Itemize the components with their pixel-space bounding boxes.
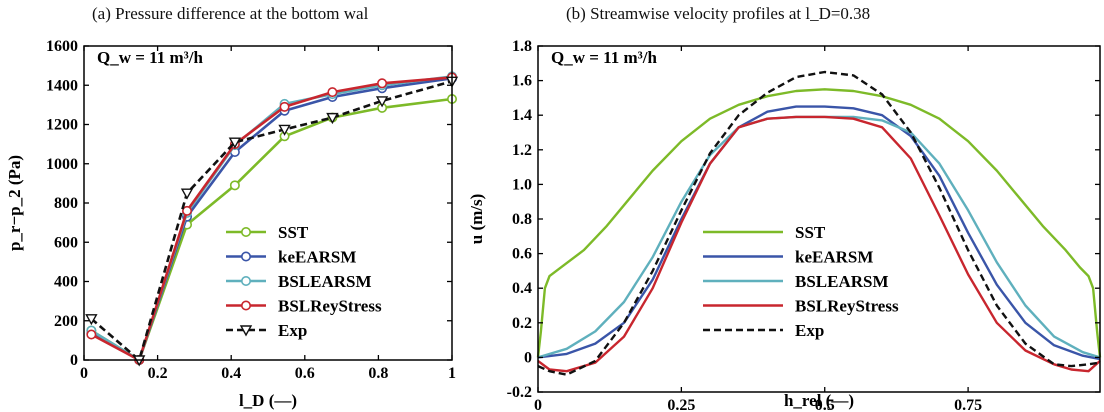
chart-b-ytick-label: 0 xyxy=(524,349,532,366)
chart-a-xlabel: l_D (—) xyxy=(239,391,297,410)
chart-b-ytick-label: 1.2 xyxy=(512,142,532,159)
chart-a-series-line-exp xyxy=(90,80,453,362)
chart-a-ytick-label: 1600 xyxy=(46,38,78,55)
chart-a-ytick-label: 600 xyxy=(54,234,78,251)
chart-a-ylabel: p_r−p_2 (Pa) xyxy=(5,155,24,251)
chart-a-legend-marker-bslreystress xyxy=(241,300,252,311)
chart-a-ytick-label: 0 xyxy=(70,352,78,369)
chart-a-point-exp xyxy=(375,96,389,108)
chart-a-point-bslreystress xyxy=(377,78,388,89)
chart-a-plot xyxy=(85,71,459,367)
chart-b-title: (b) Streamwise velocity profiles at l_D=… xyxy=(566,4,871,23)
chart-b-ytick-label: 1.0 xyxy=(512,176,532,193)
chart-a-axes-frame xyxy=(83,45,453,361)
chart-b-series-line-bslreystress xyxy=(537,115,1101,373)
chart-a-xtick-label: 0.8 xyxy=(368,365,388,382)
chart-a-legend-marker-bslearsm xyxy=(241,275,252,286)
chart-a-legend-marker-keearsm xyxy=(241,251,252,262)
chart-a-legend-label-bslreystress: BSLReyStress xyxy=(278,297,382,316)
chart-b-ytick-label: 1.6 xyxy=(512,73,532,90)
chart-a-legend-marker-sst xyxy=(241,227,252,238)
chart-a-point-bslreystress xyxy=(182,205,193,216)
chart-a-ytick-label: 1200 xyxy=(46,117,78,134)
chart-a-series-line-bslreystress xyxy=(90,76,453,362)
chart-b-ytick-label: 0.2 xyxy=(512,315,532,332)
chart-a-point-exp xyxy=(85,314,98,326)
chart-a-series-line-sst xyxy=(90,97,453,362)
chart-b-ytick-label: 0.6 xyxy=(512,246,532,263)
chart-a-xtick-label: 0.4 xyxy=(221,365,241,382)
chart-a-ytick-label: 800 xyxy=(54,195,78,212)
chart-a-xtick-label: 0.6 xyxy=(295,365,315,382)
chart-a-xtick-label: 0 xyxy=(80,365,88,382)
chart-a-point-bslreystress xyxy=(279,101,290,112)
chart-a-xtick-label: 0.2 xyxy=(148,365,168,382)
chart-b-annotation: Q_w = 11 m³/h xyxy=(551,48,657,67)
chart-a-legend-label-sst: SST xyxy=(278,223,309,242)
chart-b-series-line-exp xyxy=(537,70,1101,376)
chart-a-title: (a) Pressure difference at the bottom wa… xyxy=(92,4,369,23)
chart-b-xtick-label: 0 xyxy=(534,397,542,412)
chart-b-legend-label-sst: SST xyxy=(795,223,826,242)
chart-b-xlabel: h_rel (—) xyxy=(784,391,854,410)
chart-a-point-exp xyxy=(278,124,291,136)
chart-a-annotation: Q_w = 11 m³/h xyxy=(97,48,203,67)
chart-a-xtick-label: 1 xyxy=(448,365,456,382)
chart-b-series-line-keearsm xyxy=(537,105,1101,361)
chart-a-ytick-label: 400 xyxy=(54,274,78,291)
chart-b-series-line-sst xyxy=(536,88,1102,358)
chart-a-ytick-label: 1400 xyxy=(46,77,78,94)
chart-b-ylabel: u (m/s) xyxy=(467,194,486,245)
chart-b-xtick-label: 0.25 xyxy=(667,397,695,412)
chart-b-legend-label-keearsm: keEARSM xyxy=(795,248,873,267)
chart-b-ytick-label: 1.4 xyxy=(512,107,532,124)
chart-a-point-exp xyxy=(180,188,194,200)
chart-b-ytick-label: 1.8 xyxy=(512,38,532,55)
chart-b-plot xyxy=(536,70,1102,376)
chart-a-point-exp xyxy=(326,112,339,125)
chart-a-point-sst xyxy=(229,180,240,191)
chart-a-series-line-bslearsm xyxy=(90,75,453,362)
chart-a-ytick-label: 1000 xyxy=(46,156,78,173)
chart-b-ytick-label: -0.2 xyxy=(507,384,532,401)
chart-b-legend-label-bslreystress: BSLReyStress xyxy=(795,297,899,316)
chart-b-xtick-label: 0.5 xyxy=(815,397,835,412)
chart-a-point-bslreystress xyxy=(327,87,338,98)
chart-a-ytick-label: 200 xyxy=(54,313,78,330)
chart-a-legend-label-keearsm: keEARSM xyxy=(278,248,356,267)
chart-b-ytick-label: 0.4 xyxy=(512,280,532,297)
chart-a-legend-marker-exp xyxy=(239,325,253,337)
chart-a-series-line-keearsm xyxy=(90,77,453,362)
chart-b-xtick-label: 0.75 xyxy=(954,397,982,412)
chart-b-legend-label-bslearsm: BSLEARSM xyxy=(795,272,889,291)
chart-a-legend-label-bslearsm: BSLEARSM xyxy=(278,272,372,291)
chart-a-point-exp xyxy=(228,137,242,149)
chart-b-legend-label-exp: Exp xyxy=(795,321,824,340)
chart-a-point-bslreystress xyxy=(86,329,97,340)
chart-b-ytick-label: 0.8 xyxy=(512,211,532,228)
chart-a-legend-label-exp: Exp xyxy=(278,321,307,340)
